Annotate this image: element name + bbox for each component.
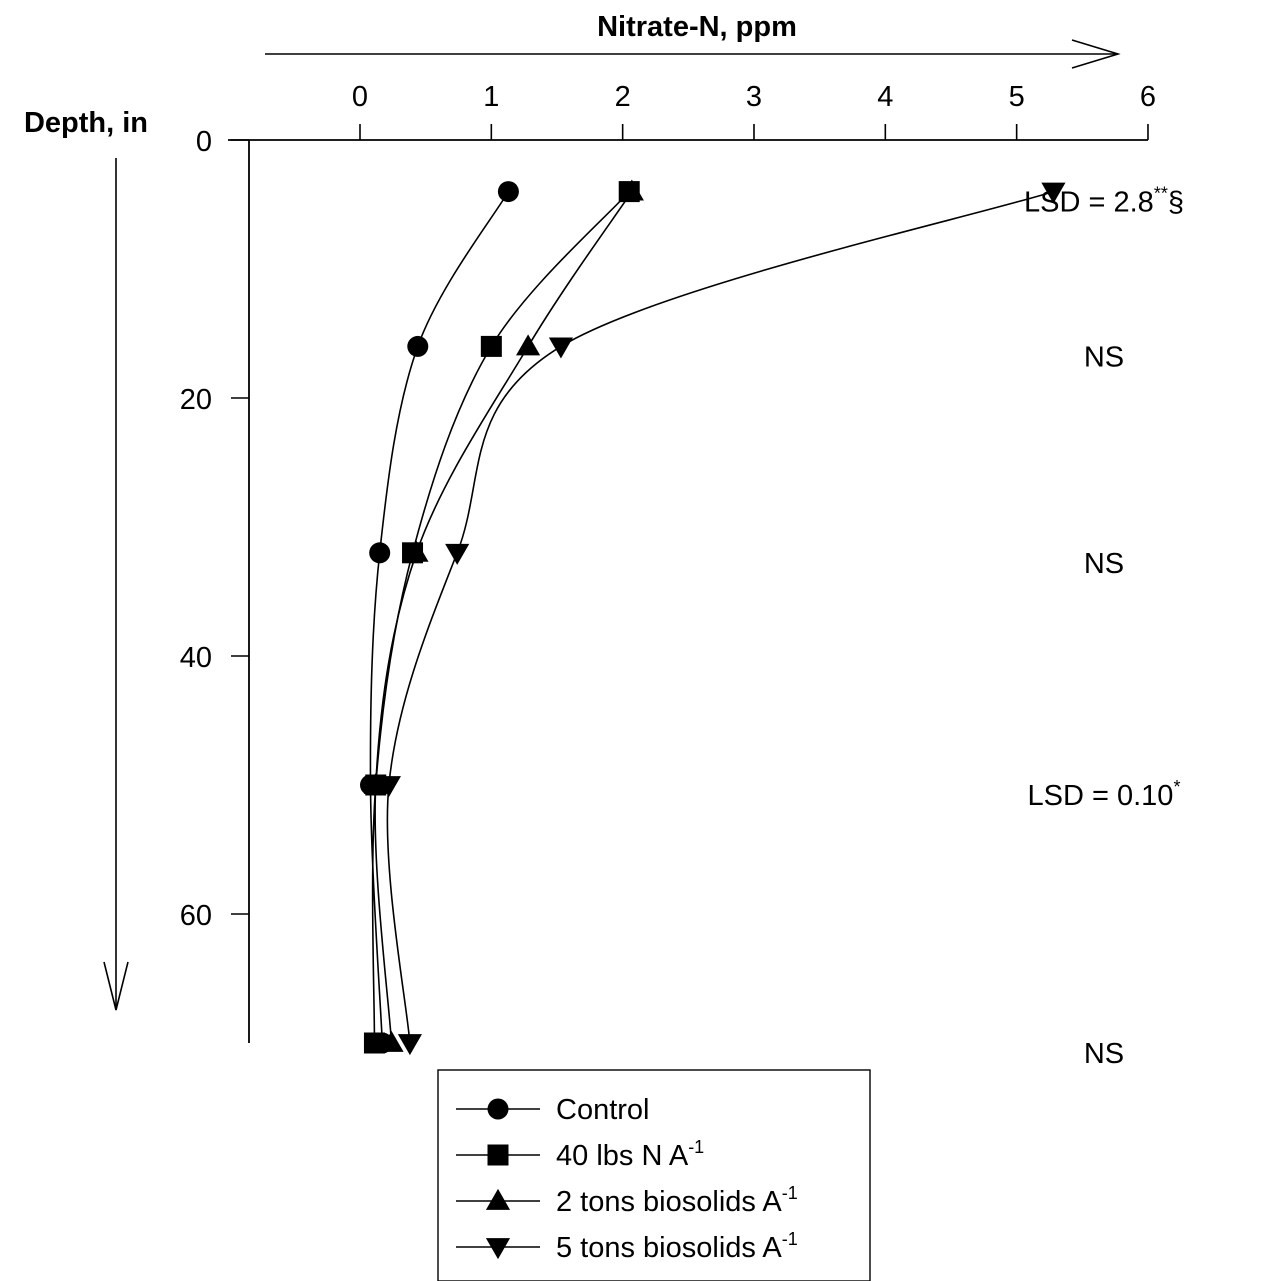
significance-label: LSD = 0.10* (1028, 777, 1181, 812)
legend-label: Control (556, 1094, 650, 1126)
series-line-2 (374, 191, 633, 1044)
x-tick-label: 6 (1140, 81, 1156, 113)
legend-label: 40 lbs N A-1 (556, 1137, 704, 1172)
data-point-square (480, 335, 502, 357)
y-axis-ticks: 0 20 40 60 (180, 126, 249, 932)
series-line-1 (371, 191, 630, 1044)
x-tick-label: 0 (352, 81, 368, 113)
data-point-triangle-down (1041, 182, 1066, 204)
y-tick-label: 40 (180, 642, 212, 674)
y-tick-label: 0 (196, 126, 212, 158)
legend-entry: Control (456, 1094, 650, 1126)
data-point-circle (497, 181, 519, 203)
significance-annotations: LSD = 2.8**§ NS NS LSD = 0.10* NS (1024, 184, 1184, 1070)
legend: Control 40 lbs N A-1 2 tons biosolids A-1 5… (437, 1069, 871, 1281)
data-point-triangle-up (379, 1030, 404, 1052)
data-point-triangle-up (363, 772, 388, 794)
legend-entry: 2 tons biosolids A-1 (456, 1183, 798, 1218)
series-line-0 (369, 191, 510, 1044)
x-tick-label: 4 (877, 81, 893, 113)
series-curves (369, 190, 1054, 1044)
data-point-triangle-down (445, 543, 470, 565)
legend-marker-circle (487, 1098, 509, 1120)
significance-label: NS (1084, 1038, 1124, 1070)
x-tick-label: 3 (746, 81, 762, 113)
data-point-circle (369, 542, 391, 564)
legend-entry: 5 tons biosolids A-1 (456, 1229, 798, 1264)
x-tick-label: 2 (615, 81, 631, 113)
data-point-triangle-up (619, 179, 644, 201)
x-direction-arrow (265, 39, 1121, 69)
x-tick-label: 1 (483, 81, 499, 113)
x-axis-title: Nitrate-N, ppm (597, 11, 797, 43)
data-point-circle (407, 335, 429, 357)
y-direction-arrow (103, 158, 129, 1011)
y-tick-label: 20 (180, 384, 212, 416)
legend-label: 5 tons biosolids A-1 (556, 1229, 798, 1264)
legend-marker-square (487, 1144, 509, 1166)
significance-label: NS (1084, 341, 1124, 373)
legend-marker-triangle-up (485, 1188, 511, 1210)
series-markers (360, 179, 1066, 1056)
data-point-triangle-down (548, 337, 574, 359)
series-line-3 (386, 190, 1054, 1044)
significance-label: NS (1084, 548, 1124, 580)
y-axis-title: Depth, in (24, 107, 148, 139)
data-point-triangle-down (397, 1034, 422, 1056)
data-point-triangle-up (404, 540, 429, 562)
data-point-triangle-up (516, 334, 541, 356)
x-axis-ticks: 0 1 2 3 4 5 6 (352, 81, 1156, 140)
x-tick-label: 5 (1009, 81, 1025, 113)
legend-box (437, 1069, 871, 1281)
significance-label: LSD = 2.8**§ (1024, 184, 1184, 219)
legend-entry: 40 lbs N A-1 (456, 1137, 704, 1172)
data-point-triangle-down (376, 776, 401, 798)
legend-label: 2 tons biosolids A-1 (556, 1183, 798, 1218)
data-point-square (363, 1032, 385, 1054)
y-tick-label: 60 (180, 900, 212, 932)
legend-marker-triangle-down (485, 1238, 511, 1260)
